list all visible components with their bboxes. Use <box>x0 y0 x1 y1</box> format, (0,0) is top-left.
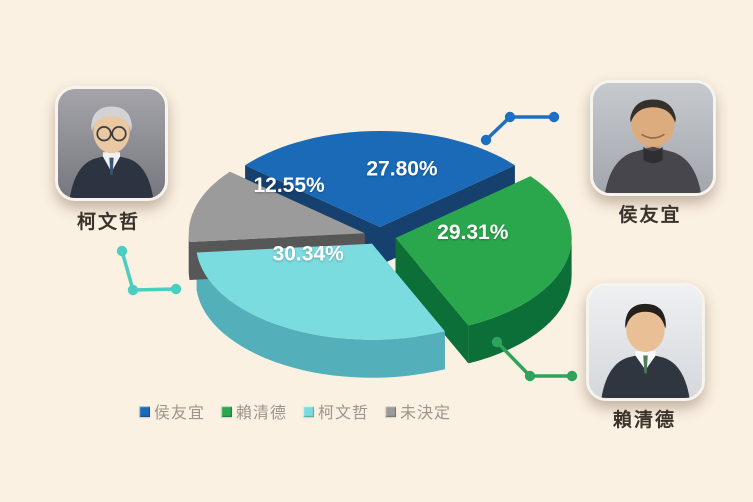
photo-lai-ching-te <box>586 283 705 401</box>
connector-ko-wen-je-dot <box>116 245 128 257</box>
legend-label-3: 未決定 <box>400 405 452 422</box>
avatar-hou-yu-ih-placeholder <box>593 83 713 193</box>
photo-hou-yu-ih <box>590 80 716 196</box>
slice-value-label-1: 29.31% <box>437 221 509 244</box>
slice-value-label-3: 12.55% <box>253 174 325 197</box>
connector-lai-ching-te-dot <box>524 370 536 382</box>
legend-swatch-2 <box>303 405 315 417</box>
legend-item-0: 侯友宜 <box>139 399 205 423</box>
label-hou-yu-ih: 侯友宜 <box>618 205 682 226</box>
connector-ko-wen-je-dot <box>170 283 182 295</box>
connector-lai-ching-te-dot <box>566 370 578 382</box>
legend-item-3: 未決定 <box>385 399 451 423</box>
label-ko-wen-je: 柯文哲 <box>76 212 140 233</box>
pie-slice-cut-wall-1 <box>395 238 469 364</box>
avatar-lai-ching-te-placeholder <box>589 286 702 398</box>
slice-value-label-0: 27.80% <box>366 157 438 180</box>
chart-legend: 侯友宜 賴清德 柯文哲 未決定 <box>139 399 451 423</box>
legend-swatch-1 <box>221 405 233 417</box>
legend-label-0: 侯友宜 <box>154 405 206 422</box>
pie-slice-top-0 <box>245 130 515 227</box>
connector-ko-wen-je <box>120 249 178 292</box>
pie-slice-top-1 <box>395 176 572 326</box>
label-lai-ching-te: 賴清德 <box>612 410 676 431</box>
pie-slice-top-3 <box>188 171 365 242</box>
connector-lai-ching-te-dot <box>491 336 503 348</box>
legend-swatch-0 <box>139 405 150 417</box>
slice-value-label-2: 30.34% <box>273 243 345 266</box>
legend-item-1: 賴清德 <box>221 399 287 423</box>
legend-label-2: 柯文哲 <box>318 405 370 422</box>
photo-ko-wen-je <box>55 86 168 201</box>
legend-item-2: 柯文哲 <box>303 399 369 423</box>
legend-swatch-3 <box>385 405 397 417</box>
connector-hou-yu-ih-dot <box>548 111 560 123</box>
pie-slice-top-2 <box>196 243 445 340</box>
pie-slice-rim-wall-1 <box>468 238 572 364</box>
avatar-ko-wen-je-placeholder <box>58 89 165 198</box>
pie-slice-rim-wall-2 <box>196 252 445 378</box>
connector-hou-yu-ih-dot <box>480 134 492 146</box>
connector-ko-wen-je-dot <box>127 284 139 296</box>
connector-hou-yu-ih-dot <box>504 111 516 123</box>
connector-hou-yu-ih <box>484 115 556 142</box>
legend-label-1: 賴清德 <box>236 405 288 422</box>
pie-slice-rim-wall-3 <box>188 233 190 280</box>
